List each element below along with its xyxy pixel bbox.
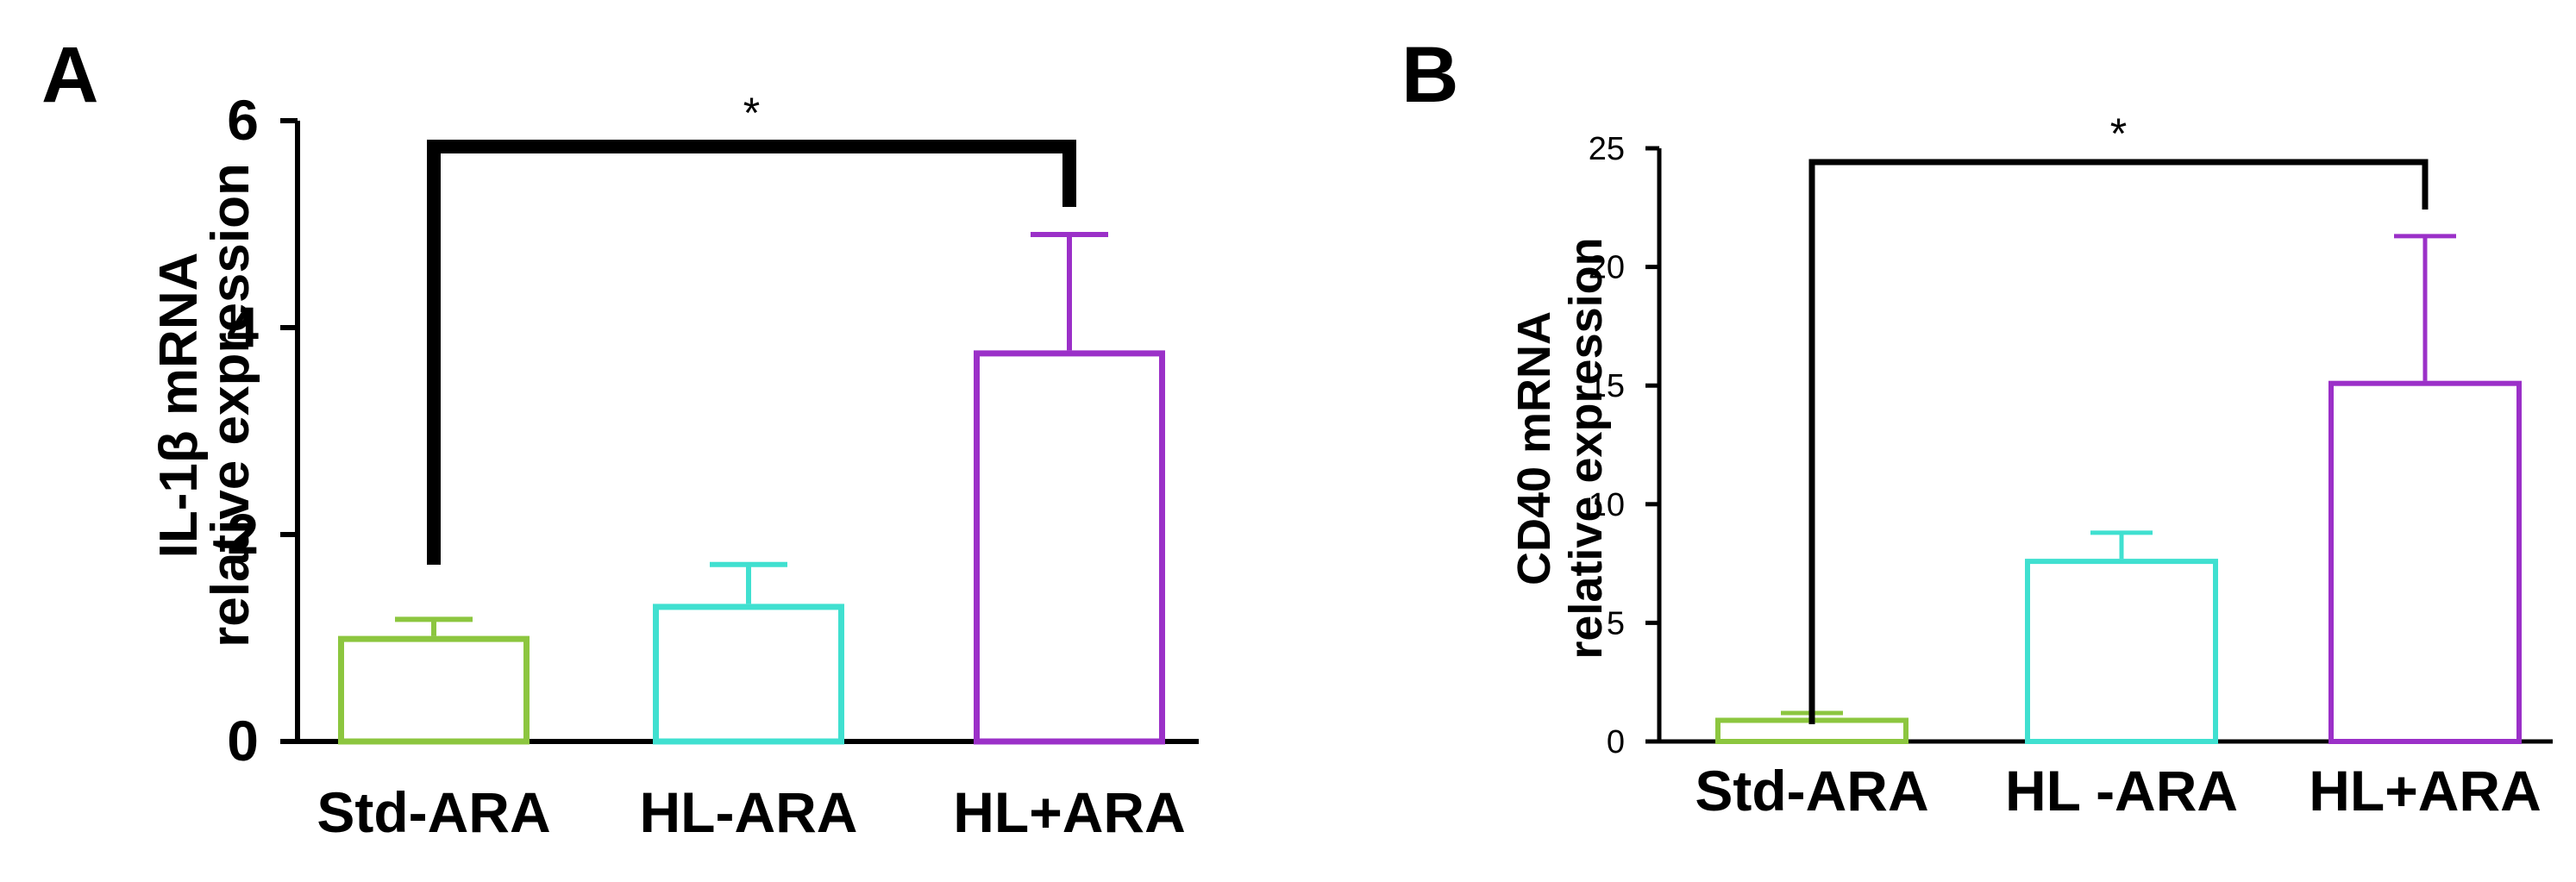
y-tick-label: 15 <box>1589 368 1625 404</box>
x-category-label: Std-ARA <box>317 780 550 844</box>
y-tick-label: 2 <box>227 502 259 566</box>
y-tick-label: 10 <box>1589 487 1625 523</box>
y-axis-label-line1: IL-1β mRNA <box>149 253 209 559</box>
x-category-label: HL -ARA <box>2005 759 2238 823</box>
significance-bracket <box>427 140 1076 565</box>
significance-star: * <box>2110 109 2127 158</box>
y-tick-label: 20 <box>1589 250 1625 286</box>
bar <box>2025 559 2218 745</box>
y-tick-label: 5 <box>1607 605 1625 641</box>
x-category-label: HL-ARA <box>640 780 858 844</box>
x-category-label: HL+ARA <box>2309 759 2542 823</box>
significance-star: * <box>743 89 760 137</box>
bar <box>974 350 1165 745</box>
bar <box>2328 380 2522 744</box>
bar <box>338 635 530 745</box>
y-axis-label-line1: CD40 mRNA <box>1508 311 1560 585</box>
y-axis-label-line2: relative expression <box>201 163 260 647</box>
bar <box>653 604 844 745</box>
y-tick-label: 4 <box>227 295 259 359</box>
y-tick-label: 0 <box>227 709 259 773</box>
panel-letter: B <box>1401 31 1458 119</box>
panel-b: B CD40 mRNA relative expression 0 5 10 15 20 25 S… <box>1401 31 2553 823</box>
x-category-label: HL+ARA <box>953 780 1186 844</box>
panel-letter: A <box>41 31 98 119</box>
significance-bracket <box>1808 159 2429 724</box>
y-axis-label-line2: relative expression <box>1560 237 1612 659</box>
y-tick-label: 25 <box>1589 131 1625 167</box>
x-category-label: Std-ARA <box>1695 759 1928 823</box>
y-tick-label: 0 <box>1607 724 1625 760</box>
y-tick-label: 6 <box>227 88 259 152</box>
